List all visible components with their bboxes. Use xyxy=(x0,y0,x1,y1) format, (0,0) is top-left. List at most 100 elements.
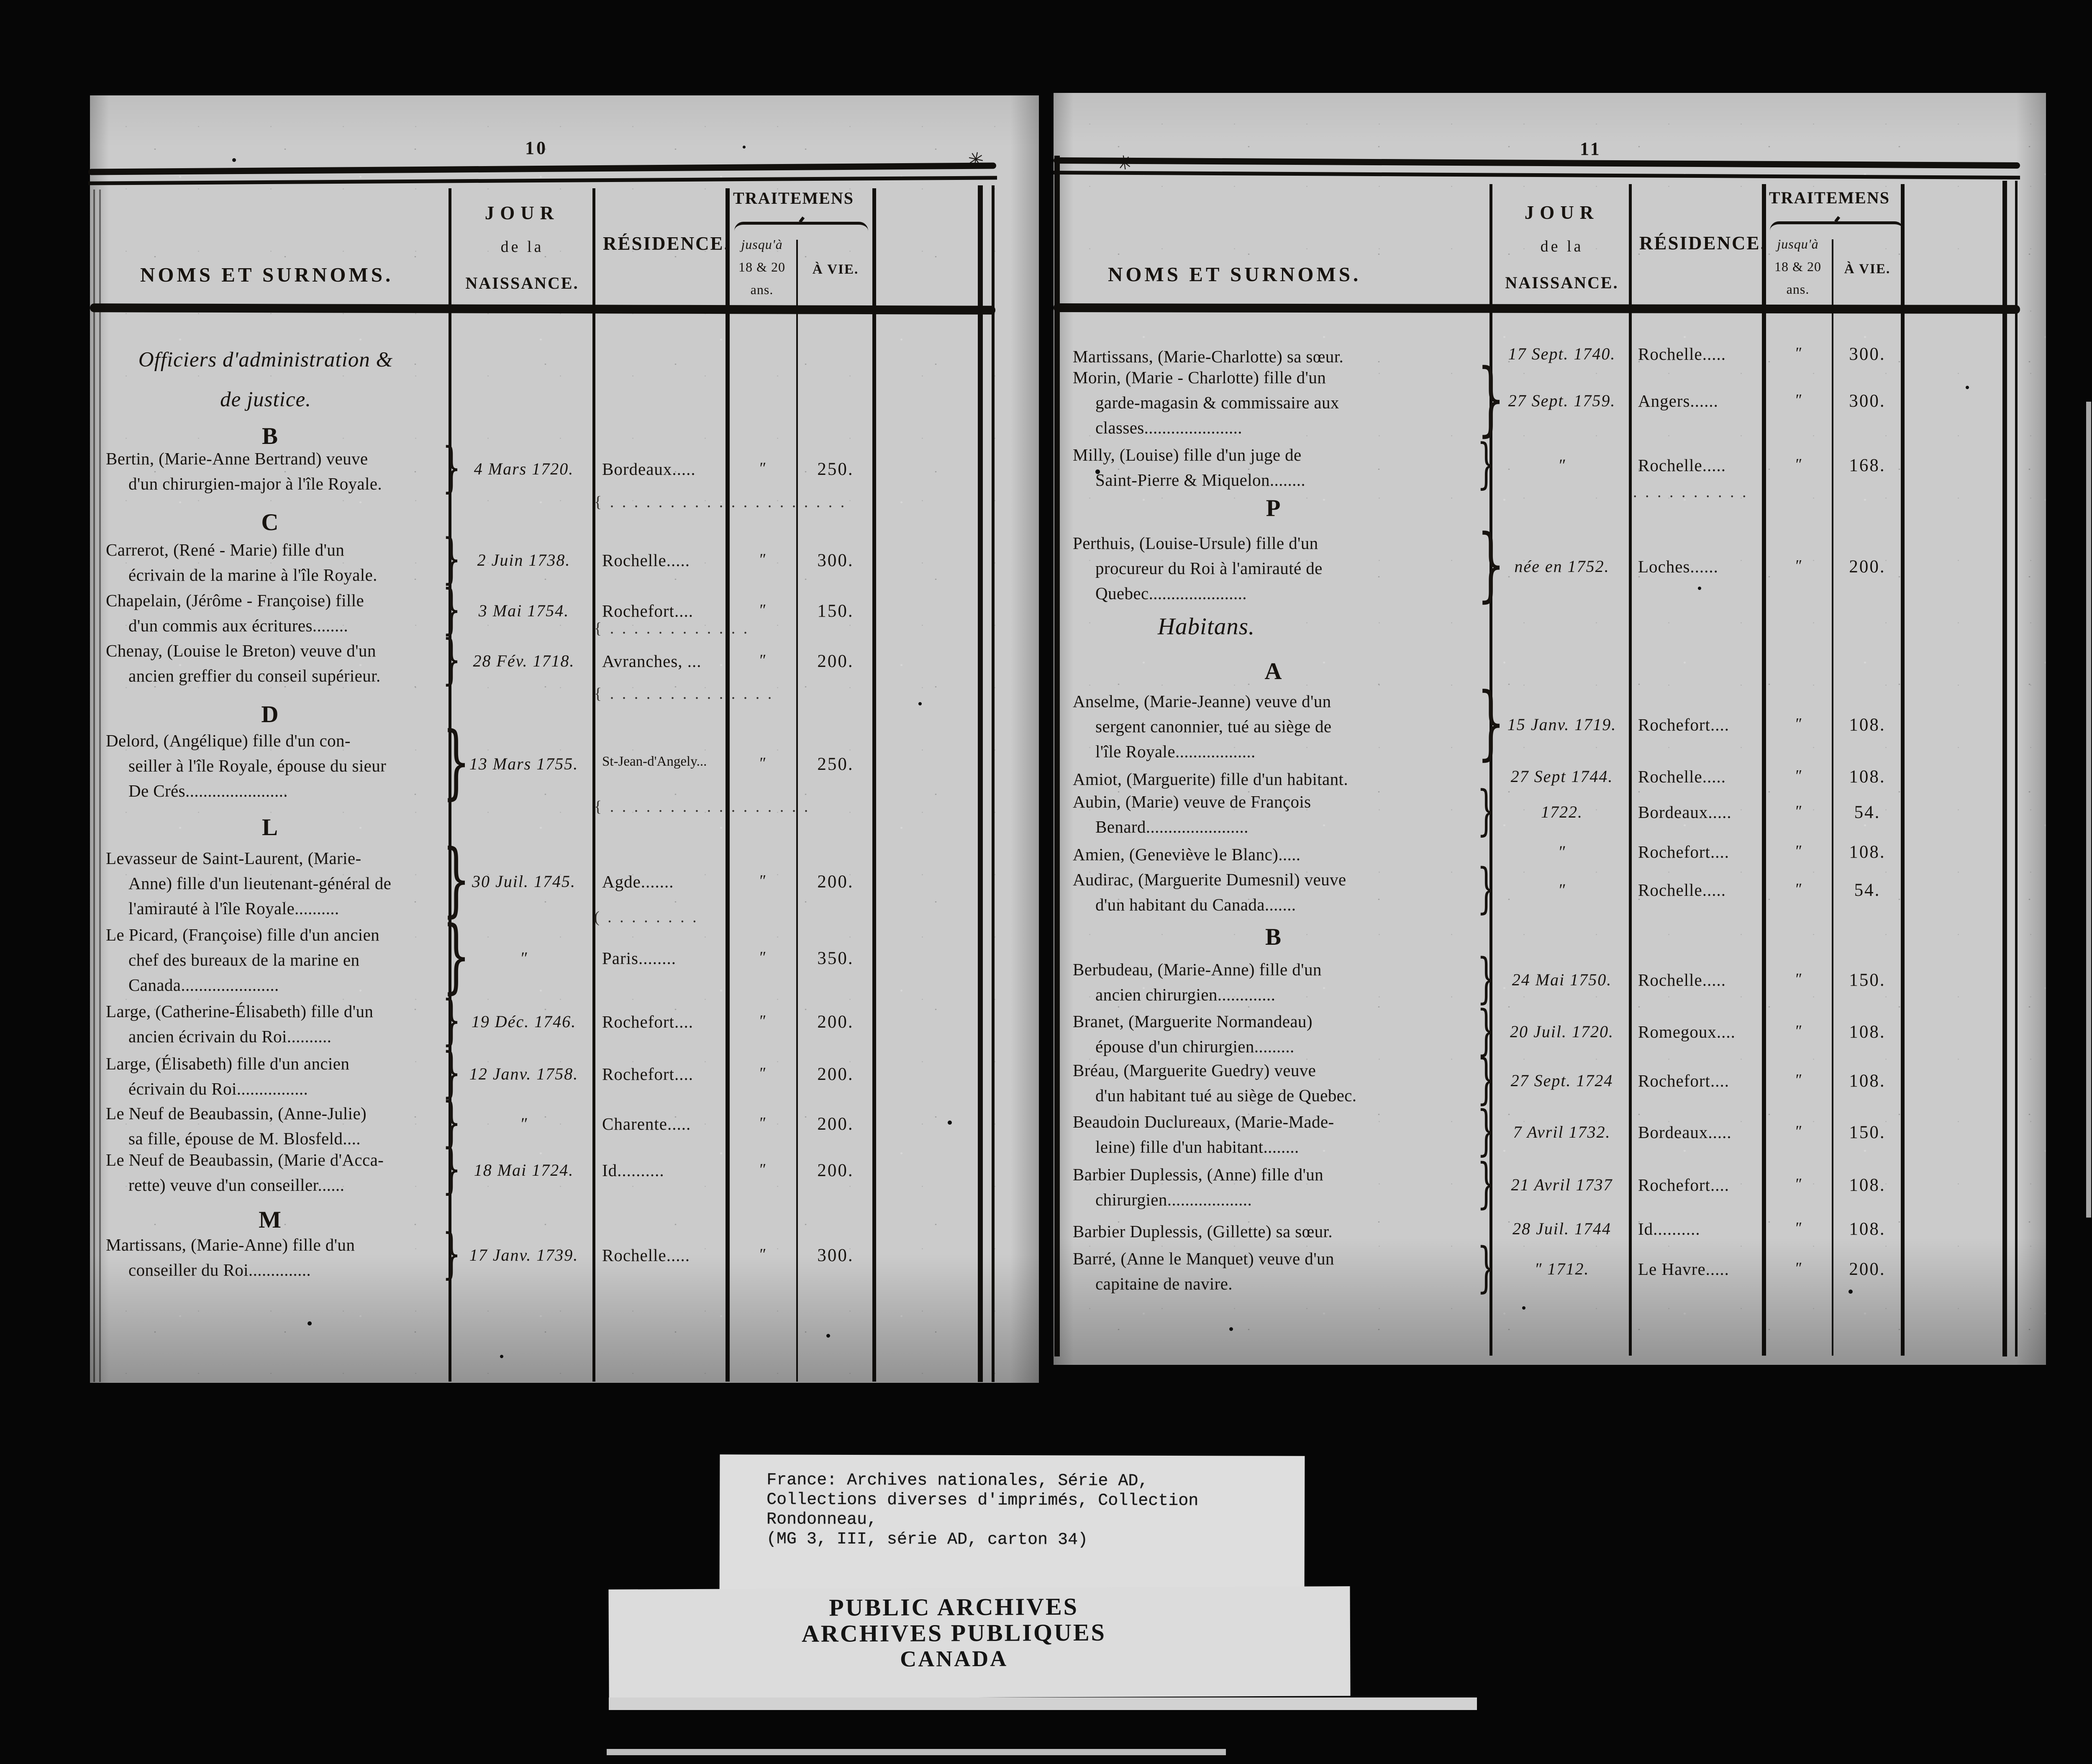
entry-residence: Rochefort.... xyxy=(602,1012,693,1031)
col-header-residence: RÉSIDENCE. xyxy=(603,233,730,254)
entry-residence: Rochefort.... xyxy=(602,601,693,620)
page-number-left: 10 xyxy=(525,138,548,158)
entry-name: Perthuis, (Louise-Ursule) fille d'un pro… xyxy=(1073,533,1323,603)
section-heading: Habitans. xyxy=(1157,613,1255,640)
entry-pension-until: ″ xyxy=(759,1246,765,1263)
entry-birthdate: 24 Mai 1750. xyxy=(1512,970,1612,989)
entry-name: Berbudeau, (Marie-Anne) fille d'un ancie… xyxy=(1073,960,1322,1004)
entry-pension-until: ″ xyxy=(759,872,765,890)
entry-pension-until: ″ xyxy=(759,459,765,477)
entry-pension-life: 108. xyxy=(1849,1219,1886,1239)
alpha-letter: B xyxy=(262,423,278,449)
alpha-letter: L xyxy=(262,814,278,841)
traitemens-brace-icon xyxy=(734,222,868,236)
entry-brace-icon: } xyxy=(442,528,461,590)
speck xyxy=(1848,1290,1853,1294)
entry-residence: Id.......... xyxy=(1638,1219,1700,1238)
entry-residence: Rochelle..... xyxy=(1638,344,1726,364)
col-header-day-1: JOUR xyxy=(1524,202,1600,223)
column-rule xyxy=(1832,239,1833,1356)
entry-pension-until: ″ xyxy=(1795,344,1801,362)
entry-name: Beaudoin Duclureaux, (Marie-Made- leine)… xyxy=(1073,1112,1334,1156)
col-header-day-3: NAISSANCE. xyxy=(1505,273,1619,292)
entry-pension-life: 108. xyxy=(1849,842,1886,862)
alpha-letter: P xyxy=(1266,495,1281,521)
entry-pension-life: 200. xyxy=(817,872,854,892)
entry-residence: Avranches, ... xyxy=(602,651,702,671)
entry-residence: Rochelle..... xyxy=(602,1246,690,1265)
film-edge xyxy=(2086,402,2091,1218)
entry-residence: Angers...... xyxy=(1638,391,1718,410)
entry-residence: Rochefort.... xyxy=(602,1064,693,1084)
entry-birthdate: ″ xyxy=(520,1114,528,1133)
alpha-letter: C xyxy=(261,509,279,536)
entry-name: Le Picard, (Françoise) fille d'un ancien… xyxy=(106,925,380,995)
column-rule xyxy=(978,185,983,1382)
entry-residence: Rochefort.... xyxy=(1638,715,1729,734)
entry-brace-icon: } xyxy=(442,909,471,1003)
entry-birthdate: 7 Avril 1732. xyxy=(1513,1123,1611,1141)
entry-name: Carrerot, (René - Marie) fille d'un écri… xyxy=(106,540,377,585)
col-header-day-1: JOUR xyxy=(485,203,560,223)
section-heading: Officiers d'administration & de justice. xyxy=(138,348,393,411)
entry-pension-life: 108. xyxy=(1849,1175,1886,1195)
col-header-names: NOMS ET SURNOMS. xyxy=(140,263,394,286)
entry-brace-icon: } xyxy=(1477,352,1505,445)
entry-brace-icon: } xyxy=(442,1041,461,1104)
entry-pension-until: ″ xyxy=(1795,1022,1801,1040)
stamp-card: PUBLIC ARCHIVES ARCHIVES PUBLIQUES CANAD… xyxy=(608,1586,1351,1699)
entry-residence: Id.......... xyxy=(602,1161,664,1180)
entry-pension-until: ″ xyxy=(1795,1259,1801,1277)
speck xyxy=(743,146,746,149)
entry-pension-until: ″ xyxy=(1795,557,1801,574)
entry-brace-icon: } xyxy=(1477,857,1496,920)
table-body-left: Officiers d'administration & de justice.… xyxy=(90,95,1039,1383)
stamp-line-3: CANADA xyxy=(900,1646,1008,1672)
entry-birthdate: 15 Janv. 1719. xyxy=(1507,715,1617,734)
entry-pension-until: ″ xyxy=(759,551,765,568)
entry-pension-life: 108. xyxy=(1849,1022,1886,1042)
entry-pension-until: ″ xyxy=(1795,1175,1801,1193)
col-header-names: NOMS ET SURNOMS. xyxy=(1108,263,1361,286)
entry-name: Morin, (Marie - Charlotte) fille d'un ga… xyxy=(1073,368,1339,437)
page-left: 10 ✳ NOMS ET SURNOMS. JOUR de la NAISSAN… xyxy=(88,95,1039,1383)
entry-name: Barbier Duplessis, (Gillette) sa sœur. xyxy=(1073,1222,1333,1241)
entry-pension-life: 200. xyxy=(817,1114,854,1134)
column-rule xyxy=(1490,184,1492,1356)
leader-dots: { . . . . . . . . . . . . . . xyxy=(594,685,774,703)
col-header-life: À VIE. xyxy=(812,262,859,277)
alpha-letter: M xyxy=(259,1207,281,1233)
entry-pension-until: ″ xyxy=(759,601,765,619)
column-rule xyxy=(1629,184,1632,1356)
speck xyxy=(826,1334,830,1338)
entry-residence: Rochefort.... xyxy=(1638,1175,1729,1195)
column-rule xyxy=(2002,181,2007,1356)
traitemens-brace-icon xyxy=(1770,221,1904,235)
col-header-until-1: jusqu'à xyxy=(1777,236,1819,251)
entry-residence: Bordeaux..... xyxy=(1638,803,1732,822)
entry-birthdate: 28 Fév. 1718. xyxy=(473,651,575,670)
entry-residence: Rochelle..... xyxy=(602,551,690,570)
speck xyxy=(1229,1327,1233,1331)
entry-pension-until: ″ xyxy=(1795,803,1801,820)
entry-name: Delord, (Angélique) fille d'un con- seil… xyxy=(106,731,387,800)
column-rule xyxy=(592,188,595,1382)
entry-name: Branet, (Marguerite Normandeau) épouse d… xyxy=(1073,1012,1313,1056)
entry-residence: Agde....... xyxy=(602,872,674,891)
entry-pension-until: ″ xyxy=(759,949,765,966)
entry-birthdate: 27 Sept. 1724 xyxy=(1510,1071,1613,1090)
entry-brace-icon: } xyxy=(442,715,471,808)
entry-pension-until: ″ xyxy=(759,1012,765,1030)
entry-residence: Rochefort.... xyxy=(1638,1071,1729,1090)
column-rule xyxy=(93,190,95,1382)
col-header-until-3: ans. xyxy=(750,282,774,297)
entry-pension-until: ″ xyxy=(1795,456,1801,473)
alpha-letter: D xyxy=(261,701,279,728)
entry-name: Chenay, (Louise le Breton) veuve d'un an… xyxy=(106,641,381,685)
entry-brace-icon: } xyxy=(442,989,461,1051)
column-rule xyxy=(449,188,451,1382)
column-rule xyxy=(1901,184,1905,1356)
entry-residence: Rochelle..... xyxy=(1638,880,1726,900)
entry-residence: Rochelle..... xyxy=(1638,767,1726,786)
entry-brace-icon: } xyxy=(1477,676,1505,769)
